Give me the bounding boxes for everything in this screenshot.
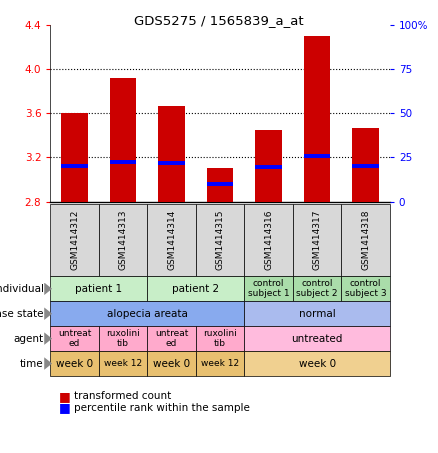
Text: percentile rank within the sample: percentile rank within the sample [74, 403, 251, 413]
Text: untreat
ed: untreat ed [155, 329, 188, 348]
Text: control
subject 3: control subject 3 [345, 279, 386, 299]
Bar [304, 154, 330, 158]
Bar [99, 326, 147, 351]
Bar [110, 78, 137, 202]
Bar [147, 276, 244, 301]
Text: transformed count: transformed count [74, 391, 172, 401]
Bar [304, 36, 330, 202]
Bar [147, 204, 196, 276]
Text: ■: ■ [59, 401, 71, 414]
Bar [50, 351, 99, 376]
Bar [244, 351, 390, 376]
Text: alopecia areata: alopecia areata [107, 308, 188, 319]
Bar [293, 276, 341, 301]
Bar [158, 161, 185, 165]
Text: GSM1414312: GSM1414312 [70, 210, 79, 270]
Bar [50, 301, 244, 326]
Text: patient 1: patient 1 [75, 284, 123, 294]
Bar [99, 204, 147, 276]
Text: time: time [20, 358, 44, 369]
Bar [61, 113, 88, 202]
Bar [244, 326, 390, 351]
Bar [158, 106, 185, 202]
Text: untreated: untreated [291, 333, 343, 344]
Text: week 0: week 0 [299, 358, 336, 369]
Bar [50, 326, 99, 351]
Bar [196, 351, 244, 376]
Bar [147, 351, 196, 376]
Bar [196, 326, 244, 351]
Text: GSM1414314: GSM1414314 [167, 210, 176, 270]
Bar [50, 276, 147, 301]
Text: week 0: week 0 [153, 358, 190, 369]
Bar [196, 204, 244, 276]
Text: ruxolini
tib: ruxolini tib [106, 329, 140, 348]
Bar [207, 169, 233, 202]
Bar [341, 276, 390, 301]
Text: GSM1414317: GSM1414317 [313, 210, 321, 270]
Bar [293, 204, 341, 276]
Text: agent: agent [14, 333, 44, 344]
Polygon shape [44, 333, 52, 345]
Bar [61, 164, 88, 168]
Bar [341, 204, 390, 276]
Text: week 12: week 12 [201, 359, 239, 368]
Bar [255, 165, 282, 169]
Bar [244, 301, 390, 326]
Bar [99, 351, 147, 376]
Bar [255, 130, 282, 202]
Bar [244, 276, 293, 301]
Text: individual: individual [0, 284, 44, 294]
Bar [50, 204, 99, 276]
Text: control
subject 2: control subject 2 [297, 279, 338, 299]
Text: GDS5275 / 1565839_a_at: GDS5275 / 1565839_a_at [134, 14, 304, 28]
Text: GSM1414318: GSM1414318 [361, 210, 370, 270]
Text: GSM1414316: GSM1414316 [264, 210, 273, 270]
Polygon shape [44, 283, 52, 295]
Bar [244, 204, 293, 276]
Bar [207, 182, 233, 186]
Bar [110, 160, 137, 164]
Text: disease state: disease state [0, 308, 44, 319]
Text: GSM1414313: GSM1414313 [119, 210, 127, 270]
Bar [147, 326, 196, 351]
Bar [352, 128, 379, 202]
Bar [352, 164, 379, 168]
Text: week 12: week 12 [104, 359, 142, 368]
Polygon shape [44, 308, 52, 320]
Text: control
subject 1: control subject 1 [248, 279, 290, 299]
Polygon shape [44, 357, 52, 370]
Text: week 0: week 0 [56, 358, 93, 369]
Text: ■: ■ [59, 390, 71, 403]
Text: ruxolini
tib: ruxolini tib [203, 329, 237, 348]
Text: normal: normal [299, 308, 336, 319]
Text: patient 2: patient 2 [172, 284, 219, 294]
Text: untreat
ed: untreat ed [58, 329, 91, 348]
Text: GSM1414315: GSM1414315 [215, 210, 225, 270]
